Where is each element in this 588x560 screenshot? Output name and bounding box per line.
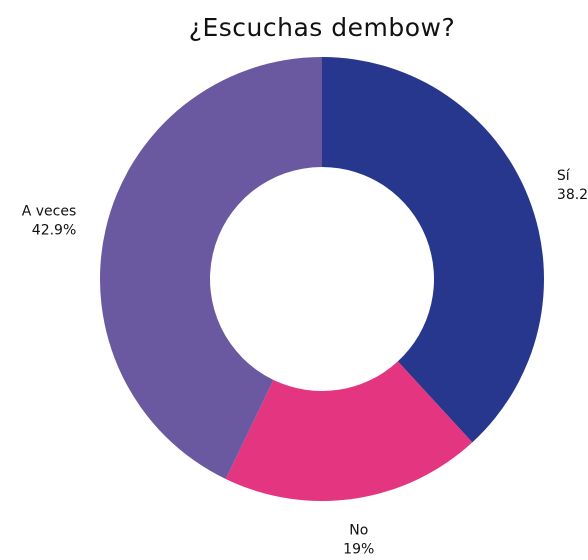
labels-group: Sí 38.2% No 19% A veces 42.9% [22, 168, 588, 557]
slice-label-no: No [349, 522, 368, 538]
slice-label-a-veces: A veces [22, 203, 77, 219]
slice-value-no: 19% [343, 541, 374, 556]
slice-no [225, 361, 473, 501]
chart-title: ¿Escuchas dembow? [189, 13, 456, 42]
slice-value-si: 38.2% [557, 187, 588, 203]
slice-si [322, 57, 545, 443]
slices-group [100, 57, 545, 501]
slice-a-veces [100, 57, 322, 480]
slice-value-a-veces: 42.9% [32, 222, 76, 238]
slice-label-si: Sí [557, 168, 571, 184]
